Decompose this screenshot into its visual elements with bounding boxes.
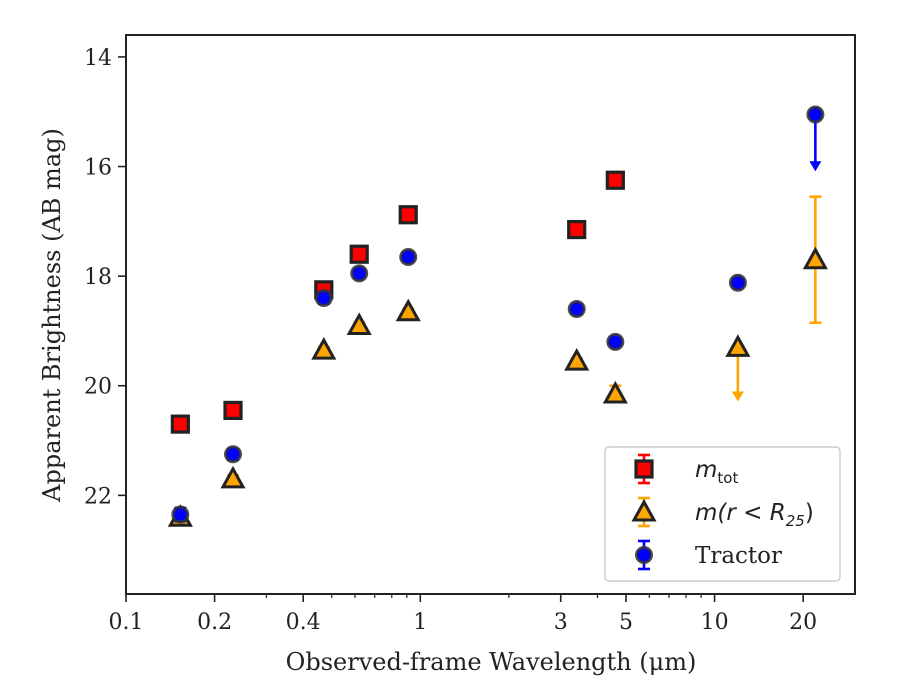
- data-point-circle: [314, 289, 333, 308]
- data-point-square: [567, 219, 587, 240]
- x-axis: 0.1 0.2 0.4 1 3 5 10 20: [109, 594, 817, 635]
- data-point-triangle: [220, 465, 246, 489]
- series-circle: [171, 105, 825, 524]
- plot-frame: [125, 34, 856, 595]
- data-point-square: [398, 205, 418, 225]
- data-point-triangle: [564, 347, 590, 371]
- x-tick-label: 0.2: [197, 610, 232, 635]
- data-marks: [167, 105, 828, 527]
- plot-border: [125, 34, 856, 595]
- data-point-circle: [728, 273, 747, 292]
- y-tick-label: 20: [84, 375, 112, 400]
- data-point-square: [605, 170, 625, 190]
- data-point-circle: [606, 332, 625, 351]
- y-axis: 14 16 18 20 22: [84, 46, 126, 509]
- y-axis-title: Apparent Brightness (AB mag): [38, 128, 66, 503]
- data-point-triangle: [602, 380, 628, 404]
- legend-entry: Tractor: [635, 539, 782, 571]
- data-point-circle: [171, 505, 190, 524]
- data-point-circle: [567, 300, 586, 319]
- x-tick-label: 20: [789, 610, 817, 635]
- x-tick-label: 1: [413, 610, 427, 635]
- data-point-triangle: [346, 312, 372, 335]
- data-point-square: [349, 244, 369, 264]
- x-tick-label: 5: [619, 610, 633, 635]
- data-point-triangle: [395, 298, 421, 322]
- data-point-circle: [350, 264, 369, 283]
- y-tick-label: 14: [84, 46, 112, 71]
- upper-limit-arrow: [731, 391, 744, 402]
- data-point-circle: [224, 445, 243, 464]
- series-square: [170, 170, 625, 434]
- legend-marker-triangle: [631, 498, 657, 522]
- x-axis-title: Observed-frame Wavelength (μm): [286, 648, 697, 676]
- legend-box: [604, 446, 841, 582]
- legend-marker-square: [634, 459, 654, 479]
- data-point-square: [170, 414, 190, 434]
- y-tick-label: 22: [84, 484, 112, 509]
- series-triangle: [167, 195, 828, 527]
- legend-marker-circle: [635, 546, 653, 564]
- x-tick-label: 3: [554, 610, 568, 635]
- data-point-circle: [399, 247, 418, 266]
- x-tick-label: 10: [701, 610, 729, 635]
- y-tick-label: 16: [84, 156, 112, 181]
- data-point-triangle: [802, 246, 828, 270]
- x-tick-label: 0.4: [286, 610, 321, 635]
- upper-limit-arrow: [809, 161, 822, 172]
- legend-label: Tractor: [695, 543, 782, 569]
- y-tick-label: 18: [84, 265, 112, 290]
- data-point-square: [223, 400, 243, 421]
- x-tick-label: 0.1: [109, 610, 144, 635]
- data-point-triangle: [725, 334, 751, 357]
- data-point-triangle: [311, 337, 337, 360]
- data-point-circle: [806, 105, 825, 124]
